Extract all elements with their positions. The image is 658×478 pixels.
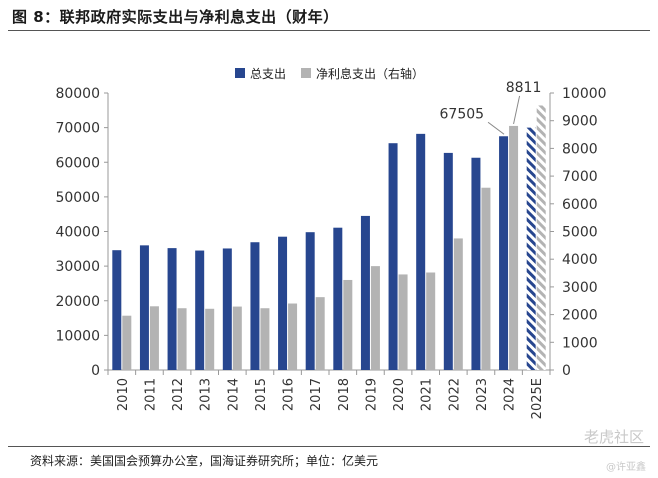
bar-total [360,215,370,370]
x-tick-label: 2015 [254,378,269,411]
figure-title: 图 8：联邦政府实际支出与净利息支出（财年） [12,8,339,26]
bar-total [278,236,288,370]
annotation-leader-line [487,121,505,135]
bar-total [416,133,426,370]
y-right-tick-label: 1000 [562,335,598,351]
bar-total [112,250,122,370]
bar-interest [232,306,242,370]
y-right-tick-label: 6000 [562,197,598,213]
data-label-annotation: 67505 [440,106,485,122]
bar-interest [453,238,463,370]
bar-total [333,227,343,370]
bar-total [195,250,205,370]
x-tick-label: 2021 [420,378,435,411]
y-right-tick-label: 8000 [562,141,598,157]
data-label-annotation: 8811 [506,80,542,96]
labels-group: 67505 8811 [440,80,542,135]
x-tick-label: 2022 [447,378,462,411]
x-tick-label: 2024 [503,378,518,411]
y-left-tick-label: 70000 [55,121,100,137]
y-right-tick-label: 4000 [562,252,598,268]
bar-interest [315,297,325,370]
watermark-handle: @许亚鑫 [606,462,646,473]
y-right-tick-label: 5000 [562,225,598,241]
y-right-tick-label: 9000 [562,114,598,130]
bar-total [499,136,509,370]
x-tick-label: 2014 [226,378,241,411]
legend-swatch-interest [301,68,311,78]
bar-interest [509,125,519,370]
y-right-tick-label: 10000 [562,86,607,102]
bar-total [139,245,149,370]
bar-total [305,232,315,370]
y-left-tick-label: 20000 [55,294,100,310]
legend-label-interest: 净利息支出（右轴） [316,66,424,81]
footer-rule [8,446,650,447]
y-right-tick-label: 2000 [562,308,598,324]
bar-interest [149,306,159,370]
bar-interest [260,308,270,370]
bar-interest [177,308,187,370]
legend: 总支出 净利息支出（右轴） [235,66,424,81]
bar-total [443,152,453,370]
y-right-tick-label: 0 [562,363,571,379]
x-tick-label: 2010 [116,378,131,411]
bar-interest [481,187,491,370]
x-tick-label: 2017 [309,378,324,411]
bar-interest [205,308,215,370]
x-tick-label: 2018 [337,378,352,411]
bar-total-forecast [526,127,536,370]
bar-interest [398,274,408,370]
annotation-leader-line [513,95,521,125]
x-tick-label: 2012 [171,378,186,411]
x-tick-label: 2020 [392,378,407,411]
x-tick-label: 2011 [143,378,158,411]
bar-interest [370,266,380,370]
y-left-tick-label: 10000 [55,328,100,344]
bar-total [222,248,232,370]
bar-total [388,143,398,370]
bar-total [471,157,481,370]
x-tick-label: 2016 [282,378,297,411]
y-right-tick-label: 3000 [562,280,598,296]
y-left-tick-label: 80000 [55,86,100,102]
bar-interest [343,279,353,370]
x-tick-label: 2013 [199,378,214,411]
y-left-tick-label: 50000 [55,190,100,206]
axes-group: 0100002000030000400005000060000700008000… [55,86,606,419]
source-note: 资料来源：美国国会预算办公室，国海证券研究所；单位：亿美元 [30,454,379,468]
bar-interest-forecast [536,105,546,370]
bar-interest [426,272,436,370]
y-left-tick-label: 30000 [55,259,100,275]
bar-total [167,248,177,370]
bar-interest [288,303,298,370]
legend-swatch-total [235,68,245,78]
bars-group [112,105,546,370]
x-tick-label: 2023 [475,378,490,411]
watermark: 老虎社区 [583,428,644,446]
bar-interest [122,315,132,370]
y-left-tick-label: 60000 [55,155,100,171]
legend-label-total: 总支出 [250,67,286,81]
bar-total [250,242,260,370]
y-left-tick-label: 40000 [55,225,100,241]
title-rule [8,30,650,31]
x-tick-label: 2019 [364,378,379,411]
x-tick-label: 2025E [530,378,545,419]
y-left-tick-label: 0 [91,363,100,379]
y-right-tick-label: 7000 [562,169,598,185]
